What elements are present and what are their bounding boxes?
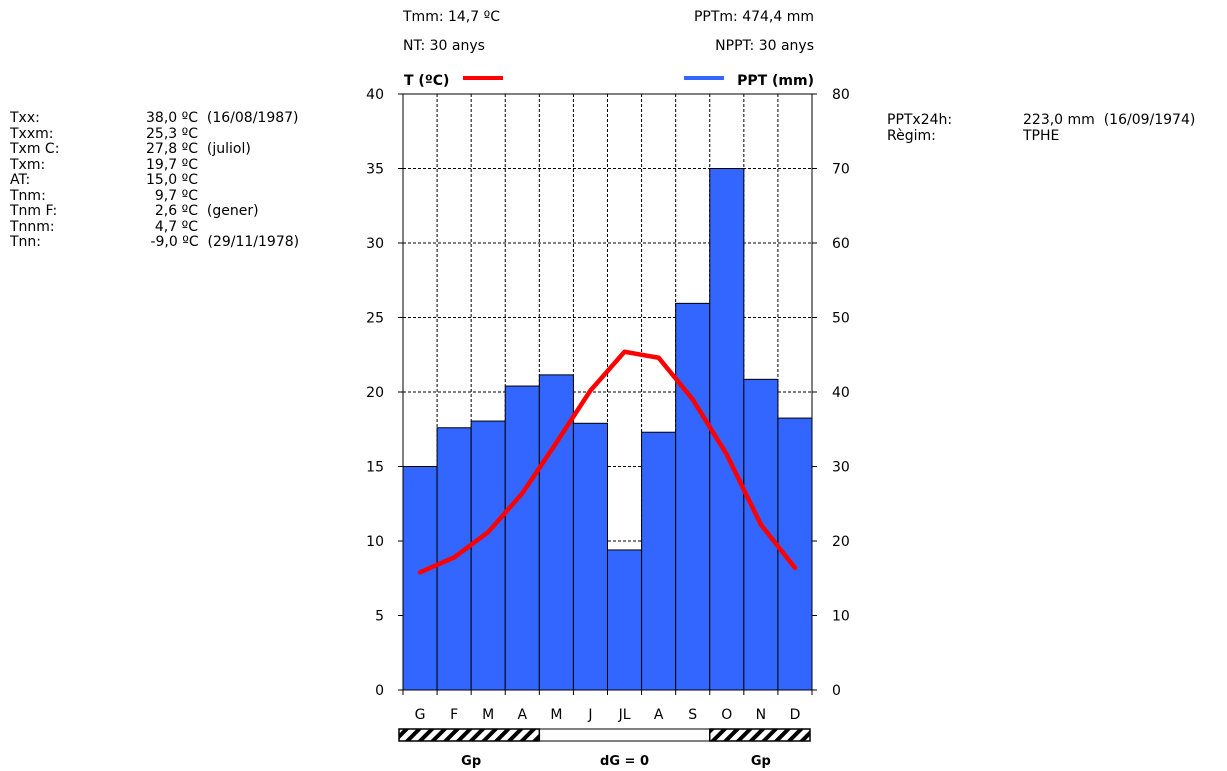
stat-value: 27,8 ºC (juliol) <box>146 141 251 157</box>
stat-label: AT: <box>10 172 31 188</box>
precipitation-bar <box>607 549 643 691</box>
month-label: N <box>756 707 766 723</box>
stat-value: 223,0 mm (16/09/1974) <box>1023 112 1196 128</box>
stat-value: TPHE <box>1023 127 1060 144</box>
left-tick-label: 40 <box>366 87 384 103</box>
month-label: A <box>654 707 664 723</box>
right-tick-label: 50 <box>832 311 850 327</box>
stat-label: Tnn: <box>10 234 42 250</box>
precipitation-bar <box>743 378 779 691</box>
right-tick-label: 80 <box>832 87 850 103</box>
left-tick-label: 20 <box>366 385 384 401</box>
right-tick-label: 10 <box>832 609 850 625</box>
gp-hatched-segment <box>709 728 811 742</box>
stat-value: 38,0 ºC (16/08/1987) <box>146 110 299 126</box>
stat-label: Tnnm: <box>10 218 55 235</box>
precipitation-bar <box>402 466 438 691</box>
stat-value: -9,0 ºC (29/11/1978) <box>146 234 300 250</box>
left-tick-label: 10 <box>366 534 384 550</box>
month-label: D <box>790 707 801 723</box>
month-label: JL <box>618 707 631 723</box>
precipitation-bar <box>504 385 540 691</box>
month-label: J <box>587 707 592 723</box>
stat-label: Txm C: <box>10 141 60 157</box>
right-tick-label: 60 <box>832 236 850 252</box>
stat-label: PPTx24h: <box>887 112 953 128</box>
stat-label: Tnm: <box>10 187 46 204</box>
right-tick-label: 0 <box>832 683 841 699</box>
precipitation-bar <box>572 422 609 691</box>
month-label: M <box>482 707 494 723</box>
stat-value: 4,7 ºC <box>146 218 198 235</box>
month-label: S <box>688 707 697 723</box>
left-tick-label: 15 <box>366 460 384 476</box>
stat-value: 9,7 ºC <box>146 187 198 204</box>
gp-hatched-segment <box>398 728 541 742</box>
precipitation-bar <box>675 302 711 691</box>
stat-value: 19,7 ºC <box>146 156 198 173</box>
nppt-label: NPPT: 30 anys <box>715 38 814 54</box>
left-tick-label: 30 <box>366 236 384 252</box>
precipitation-bar <box>709 168 745 691</box>
precipitation-bar <box>641 431 677 691</box>
tmm-label: Tmm: 14,7 ºC <box>403 9 500 25</box>
left-tick-label: 35 <box>366 162 384 178</box>
month-label: F <box>450 707 458 723</box>
temperature-line <box>417 349 798 575</box>
month-label: A <box>518 707 528 723</box>
stat-value: 15,0 ºC <box>146 172 198 188</box>
period-label-right: Gp <box>751 754 771 769</box>
left-axis-title: T (ºC) <box>404 73 449 89</box>
precipitation-bar <box>470 420 506 691</box>
right-axis-title: PPT (mm) <box>737 73 814 89</box>
right-tick-label: 20 <box>832 534 850 550</box>
stat-value: 25,3 ºC <box>146 125 198 142</box>
stat-label: Txm: <box>10 156 46 173</box>
month-label: M <box>550 707 562 723</box>
left-tick-label: 5 <box>375 609 384 625</box>
right-tick-label: 40 <box>832 385 850 401</box>
left-tick-label: 25 <box>366 311 384 327</box>
right-tick-label: 30 <box>832 460 850 476</box>
nt-label: NT: 30 anys <box>403 38 485 54</box>
month-label: G <box>415 707 426 723</box>
stat-label: Txx: <box>10 110 40 126</box>
right-tick-label: 70 <box>832 162 850 178</box>
stat-label: Règim: <box>887 127 936 144</box>
stat-label: Tnm F: <box>10 203 58 219</box>
left-tick-label: 0 <box>375 683 384 699</box>
month-label: O <box>721 707 732 723</box>
period-label-left: Gp <box>461 754 481 769</box>
stat-value: 2,6 ºC (gener) <box>146 203 259 219</box>
stat-label: Txxm: <box>10 125 54 142</box>
pptm-label: PPTm: 474,4 mm <box>693 9 814 25</box>
period-label-middle: dG = 0 <box>600 754 649 769</box>
